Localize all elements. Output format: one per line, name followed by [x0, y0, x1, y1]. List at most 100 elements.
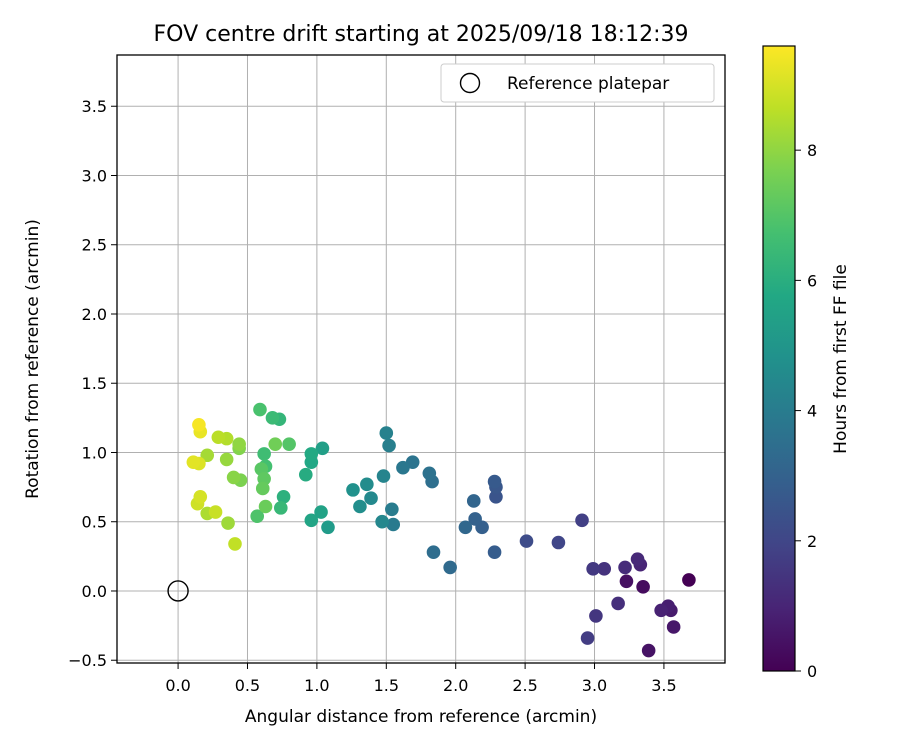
data-point — [360, 477, 374, 492]
data-point — [208, 505, 223, 519]
y-tick-label: 2.5 — [82, 236, 107, 255]
data-points — [186, 402, 696, 658]
x-tick-label: 2.0 — [443, 676, 468, 695]
data-point — [630, 552, 645, 566]
reference-marker — [167, 580, 189, 602]
colorbar-label: Hours from first FF file — [831, 264, 851, 454]
y-tick-label: 1.0 — [82, 443, 107, 462]
x-tick-label: 1.0 — [304, 676, 329, 695]
data-point — [315, 441, 330, 456]
data-point — [304, 447, 319, 461]
colorbar-tick-label: 4 — [807, 402, 817, 421]
data-point — [379, 426, 394, 440]
data-point — [257, 447, 271, 461]
colorbar-gradient — [762, 45, 796, 672]
data-point — [487, 474, 502, 489]
data-point — [443, 560, 457, 575]
data-point — [226, 470, 241, 485]
data-point — [422, 466, 437, 481]
data-point — [192, 417, 206, 432]
data-point — [258, 499, 273, 514]
x-axis-label: Angular distance from reference (arcmin) — [245, 707, 597, 727]
legend-box — [440, 63, 715, 103]
data-point — [575, 513, 589, 528]
colorbar-ticks: 0 2 4 6 8 — [795, 141, 817, 681]
data-point — [611, 596, 625, 611]
y-axis-ticks: −0.5 0.0 0.5 1.0 1.5 2.0 2.5 3.0 3.5 — [68, 97, 117, 670]
reference-platepar-marker — [167, 580, 189, 602]
y-axis-label: Rotation from reference (arcmin) — [23, 219, 43, 499]
gridlines — [117, 55, 725, 663]
data-point — [364, 491, 378, 505]
data-point — [385, 502, 399, 517]
data-point — [221, 516, 235, 530]
data-point — [466, 494, 481, 508]
legend-marker — [459, 72, 481, 94]
legend-label: Reference platepar — [507, 74, 669, 94]
data-point — [597, 562, 612, 576]
data-point — [200, 448, 215, 463]
x-tick-label: 1.5 — [374, 676, 399, 695]
data-point — [487, 545, 502, 560]
data-point — [580, 631, 595, 645]
y-tick-label: −0.5 — [68, 651, 107, 670]
data-point — [282, 437, 296, 451]
data-point — [219, 452, 234, 467]
data-point — [304, 513, 319, 528]
data-point — [186, 455, 201, 469]
data-point — [346, 483, 360, 497]
data-point — [265, 411, 280, 425]
legend: Reference platepar — [440, 63, 715, 103]
data-point — [228, 537, 242, 551]
x-tick-label: 3.5 — [651, 676, 676, 695]
data-point — [193, 490, 208, 504]
colorbar-tick-label: 0 — [807, 662, 817, 681]
data-point — [551, 535, 566, 550]
x-tick-label: 2.5 — [512, 676, 537, 695]
data-point — [589, 609, 603, 623]
data-point — [314, 505, 328, 519]
x-tick-label: 3.0 — [582, 676, 607, 695]
data-point — [636, 580, 650, 594]
data-point — [253, 402, 267, 417]
chart-title: FOV centre drift starting at 2025/09/18 … — [154, 22, 689, 47]
x-tick-label: 0.0 — [165, 676, 190, 695]
data-point — [586, 562, 600, 576]
data-point — [375, 514, 389, 529]
colorbar: 0 2 4 6 8 Hours from first FF file — [762, 45, 851, 681]
y-tick-label: 3.5 — [82, 97, 107, 116]
data-point — [273, 501, 288, 515]
data-point — [426, 545, 441, 560]
y-tick-label: 0.5 — [82, 513, 107, 532]
data-point — [298, 467, 313, 482]
y-tick-label: 1.5 — [82, 374, 107, 393]
data-point — [618, 560, 632, 575]
data-point — [682, 573, 696, 587]
data-point — [641, 643, 656, 658]
x-tick-label: 0.5 — [235, 676, 260, 695]
data-point — [211, 430, 226, 445]
data-point — [396, 460, 410, 475]
data-point — [619, 574, 634, 589]
data-point — [458, 520, 473, 535]
data-point — [321, 520, 335, 535]
plot-frame — [116, 54, 726, 664]
y-tick-label: 3.0 — [82, 166, 107, 185]
colorbar-tick-label: 8 — [807, 141, 817, 160]
colorbar-tick-label: 2 — [807, 532, 817, 551]
data-point — [353, 499, 367, 514]
data-point — [276, 490, 291, 504]
data-point — [376, 469, 391, 483]
data-point — [489, 490, 503, 504]
data-point — [250, 509, 265, 523]
y-tick-label: 2.0 — [82, 305, 107, 324]
data-point — [666, 620, 681, 634]
data-point — [386, 517, 401, 532]
data-point — [382, 438, 396, 453]
data-point — [468, 512, 482, 526]
data-point — [232, 437, 246, 451]
data-point — [654, 603, 668, 618]
y-tick-label: 0.0 — [82, 582, 107, 601]
data-point — [519, 534, 534, 548]
